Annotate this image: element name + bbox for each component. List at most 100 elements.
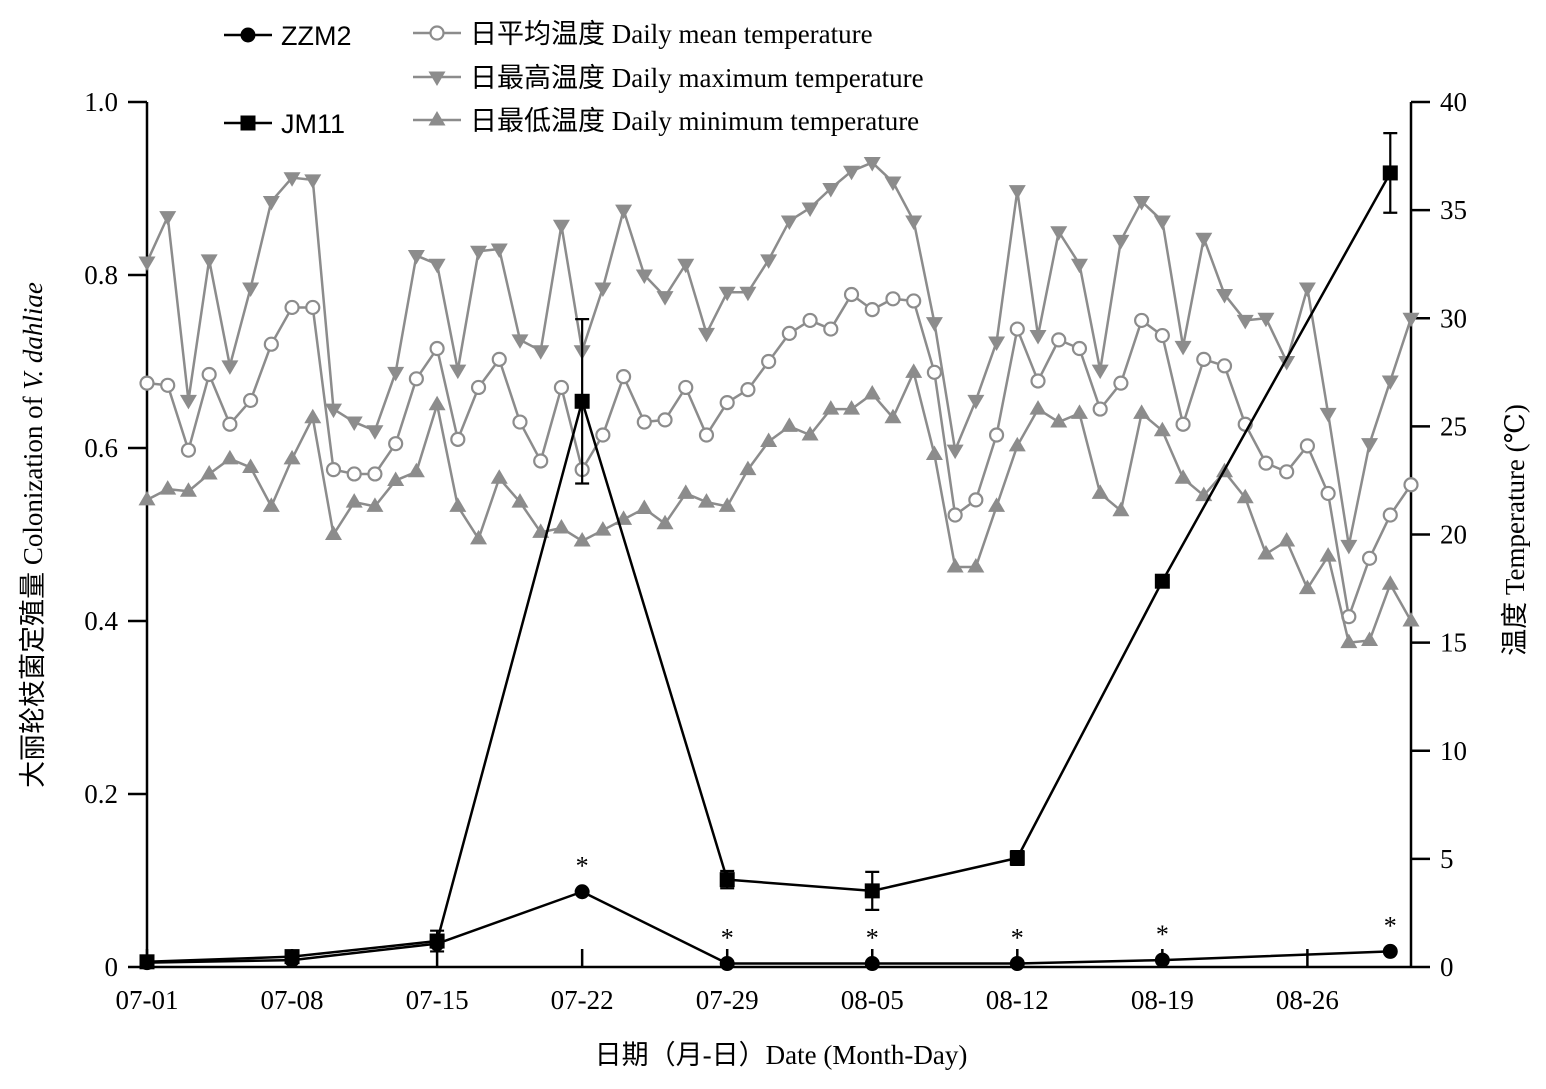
- zzm2-point: [574, 884, 590, 900]
- mean-temperature-point: [470, 379, 487, 396]
- legend-label: 日最低温度 Daily minimum temperature: [470, 106, 919, 136]
- max-temperature-point: [822, 183, 840, 198]
- max-temperature-point: [615, 204, 633, 220]
- significance-asterisk: *: [866, 924, 879, 953]
- legend-item-max-temperature: 日最高温度 Daily maximum temperature: [413, 63, 924, 93]
- mean-temperature-point: [761, 353, 777, 370]
- min-temperature-point: [863, 384, 881, 400]
- mean-temperature-point: [491, 351, 507, 367]
- series-jm11: [139, 132, 1398, 970]
- mean-temperature-point: [1320, 485, 1336, 502]
- max-temperature-point: [863, 157, 881, 172]
- max-temperature-point: [532, 345, 550, 360]
- min-temperature-point: [739, 460, 757, 476]
- mean-temperature-line: [146, 293, 1413, 618]
- mean-temperature-point: [926, 364, 943, 380]
- jm11-point: [1382, 165, 1398, 181]
- max-temperature-point: [470, 245, 488, 261]
- min-temperature-point: [1340, 633, 1358, 649]
- x-tick-label: 08-26: [1276, 985, 1339, 1015]
- mean-temperature-point: [1071, 340, 1088, 357]
- legend-label: ZZM2: [281, 21, 352, 51]
- max-temperature-point: [594, 282, 612, 297]
- zzm2-point: [1382, 943, 1398, 959]
- legend-marker: [428, 71, 446, 86]
- min-temperature-point: [822, 400, 840, 415]
- min-temperature-point: [946, 557, 964, 573]
- x-tick-label: 08-12: [986, 985, 1049, 1015]
- max-temperature-point: [552, 219, 570, 235]
- right-y-axis-title: 温度 Temperature (℃): [1500, 404, 1530, 656]
- min-temperature-point: [760, 432, 778, 448]
- mean-temperature-point: [823, 321, 839, 337]
- min-temperature-point: [470, 529, 488, 545]
- min-temperature-point: [1133, 404, 1151, 419]
- max-temperature-point: [946, 444, 964, 460]
- x-tick-label: 07-29: [696, 985, 759, 1015]
- mean-temperature-point: [284, 299, 300, 316]
- min-temperature-point: [988, 497, 1006, 512]
- max-temperature-point: [739, 286, 757, 302]
- min-temperature-point: [221, 449, 239, 465]
- max-temperature-point: [1174, 340, 1192, 356]
- max-temperature-point: [283, 172, 301, 187]
- zzm2-point: [719, 956, 735, 972]
- max-temperature-point: [1153, 215, 1171, 230]
- min-temperature-point: [490, 469, 508, 484]
- mean-temperature-point: [367, 466, 383, 482]
- max-temperature-point: [843, 165, 861, 181]
- min-temperature-point: [1361, 631, 1379, 646]
- min-temperature-point: [573, 531, 591, 547]
- max-temperature-point: [221, 360, 239, 375]
- left-y-tick-label: 0.8: [84, 260, 118, 290]
- min-temperature-point: [304, 408, 322, 424]
- x-tick-label: 07-08: [261, 985, 324, 1015]
- max-temperature-point: [718, 286, 736, 302]
- min-temperature-point: [1091, 484, 1109, 499]
- mean-temperature-point: [988, 427, 1005, 443]
- max-temperature-point: [1195, 232, 1213, 248]
- left-y-axis-title-main: 大丽轮枝菌定殖量 Colonization of: [18, 390, 48, 788]
- min-temperature-point: [718, 497, 736, 512]
- zzm2-point: [864, 956, 880, 972]
- jm11-line: [146, 172, 1392, 964]
- mean-temperature-point: [1299, 438, 1315, 454]
- min-temperature-point: [532, 523, 550, 538]
- significance-asterisk: *: [1011, 924, 1024, 953]
- mean-temperature-point: [160, 377, 176, 393]
- max-temperature-point: [1298, 282, 1316, 297]
- mean-temperature-point: [1258, 455, 1274, 471]
- mean-temperature-point: [1113, 375, 1129, 391]
- max-temperature-point: [138, 256, 156, 272]
- jm11-point: [284, 949, 300, 965]
- legend-marker: [429, 25, 445, 41]
- mean-temperature-point: [325, 462, 342, 478]
- min-temperature-point: [801, 426, 819, 441]
- min-temperature-point: [1112, 501, 1130, 517]
- legend-marker: [240, 27, 256, 43]
- min-temperature-point: [656, 514, 674, 530]
- mean-temperature-point: [1154, 327, 1170, 344]
- mean-temperature-point: [1382, 507, 1398, 523]
- mean-temperature-point: [1403, 477, 1419, 493]
- mean-temperature-point: [947, 507, 963, 523]
- min-temperature-point: [262, 497, 280, 512]
- significance-asterisk: *: [1156, 920, 1169, 949]
- max-temperature-point: [677, 258, 695, 274]
- mean-temperature-point: [636, 414, 652, 430]
- min-temperature-point: [1381, 575, 1399, 590]
- min-temperature-point: [1029, 400, 1047, 415]
- right-y-tick-label: 10: [1440, 736, 1467, 766]
- max-temperature-point: [1091, 364, 1109, 380]
- max-temperature-point: [324, 403, 342, 419]
- max-temperature-point: [407, 250, 425, 265]
- min-temperature-point: [1298, 579, 1316, 595]
- min-temperature-point: [283, 449, 301, 465]
- series-zzm2: [139, 884, 1398, 972]
- mean-temperature-point: [263, 336, 279, 352]
- mean-temperature-point: [719, 394, 735, 411]
- right-y-tick-label: 30: [1440, 303, 1467, 333]
- max-temperature-point: [1278, 356, 1296, 371]
- zzm2-point: [1009, 956, 1025, 972]
- mean-temperature-point: [512, 414, 528, 430]
